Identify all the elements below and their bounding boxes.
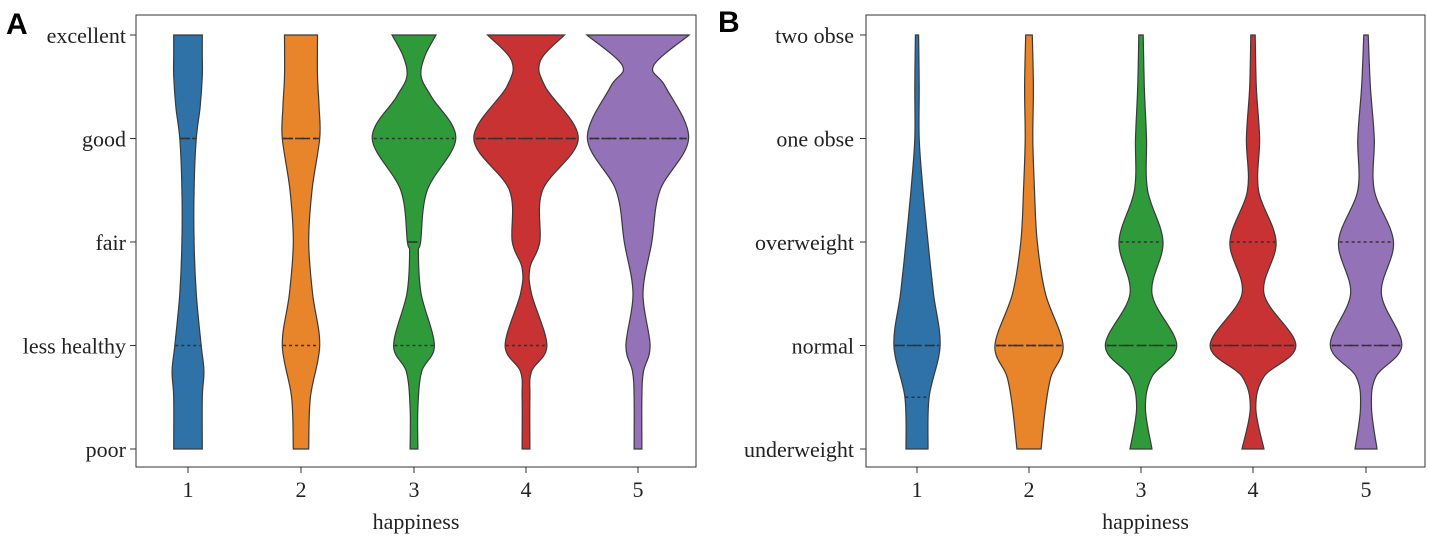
y-tick-label: underweight — [744, 437, 854, 462]
x-axis-label: happiness — [373, 509, 460, 534]
chart-panel-a: poor less healthy fair good excellent 1 2 3 4 5 ha… — [23, 14, 697, 534]
x-tick-label: 1 — [183, 477, 194, 502]
y-tick-label: two obse — [775, 23, 854, 48]
plot-frame — [865, 14, 1426, 468]
violin-2 — [281, 34, 321, 450]
x-tick-label: 4 — [1248, 477, 1259, 502]
x-tick-label: 4 — [521, 477, 532, 502]
violin-4 — [1209, 34, 1297, 450]
violin-3 — [1104, 34, 1178, 450]
y-tick-label: one obse — [776, 127, 854, 152]
chart-panel-b: underweight normal overweight one obse two o… — [744, 14, 1426, 534]
x-tick-label: 5 — [633, 477, 644, 502]
x-axis-label: happiness — [1102, 509, 1189, 534]
y-tick-label: less healthy — [23, 334, 126, 359]
y-tick-label: excellent — [47, 23, 126, 48]
panel-label-a: A — [6, 8, 28, 41]
y-tick-label: good — [82, 127, 126, 152]
y-tick-label: fair — [95, 230, 126, 255]
x-tick-label: 2 — [296, 477, 307, 502]
y-tick-label: normal — [792, 334, 854, 359]
panel-label-b: B — [718, 6, 740, 39]
x-tick-label: 2 — [1024, 477, 1035, 502]
y-tick-label: overweight — [755, 230, 854, 255]
x-tick-label: 3 — [409, 477, 420, 502]
x-tick-label: 3 — [1136, 477, 1147, 502]
plot-frame — [135, 14, 697, 468]
violin-1 — [893, 34, 941, 450]
violin-4 — [473, 34, 579, 450]
violin-1 — [171, 34, 205, 450]
y-tick-label: poor — [86, 437, 127, 462]
violin-5 — [585, 34, 691, 450]
x-tick-label: 1 — [912, 477, 923, 502]
x-tick-label: 5 — [1361, 477, 1372, 502]
violin-2 — [994, 34, 1064, 450]
